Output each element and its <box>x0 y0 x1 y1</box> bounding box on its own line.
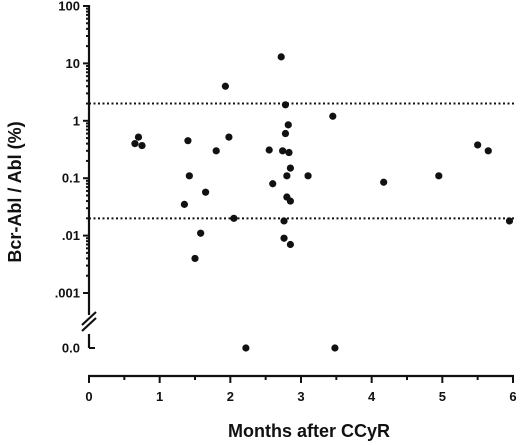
x-tick-label: 0 <box>85 389 92 404</box>
data-point <box>474 141 482 149</box>
x-tick-label: 1 <box>156 389 163 404</box>
data-point <box>265 146 273 154</box>
data-point <box>283 172 291 180</box>
axis-break-mark <box>81 311 97 326</box>
y-tick-label: 100 <box>58 0 80 14</box>
data-point <box>134 133 143 141</box>
x-axis-title: Months after CCyR <box>228 421 390 441</box>
data-point <box>304 172 312 180</box>
axis-break-mark <box>81 317 97 332</box>
data-point <box>505 217 514 225</box>
y-tick-label: .01 <box>62 228 80 243</box>
data-point <box>230 214 238 222</box>
data-point <box>221 82 229 90</box>
data-point <box>284 121 292 129</box>
data-point <box>281 101 290 109</box>
data-point <box>184 137 192 145</box>
data-point <box>286 197 294 205</box>
data-point-zero <box>331 344 339 352</box>
data-point <box>380 178 388 186</box>
x-tick-label: 5 <box>439 389 446 404</box>
y-tick-label: 10 <box>66 56 80 71</box>
data-point <box>131 140 139 148</box>
data-point <box>197 229 205 237</box>
data-point <box>286 164 294 172</box>
y-axis-title: Bcr-Abl / Abl (%) <box>5 121 25 262</box>
y-tick-label: 1 <box>73 113 80 128</box>
data-point <box>191 254 199 263</box>
data-point <box>202 188 210 196</box>
data-point <box>329 112 337 120</box>
data-point <box>280 234 288 242</box>
data-point <box>138 141 146 150</box>
reference-lines <box>89 102 516 220</box>
data-point <box>269 180 277 188</box>
x-tick-label: 3 <box>297 389 304 404</box>
y-axis: 100 10 1 0.1 .01 .001 0.0 <box>55 0 97 356</box>
data-point-zero <box>242 344 250 352</box>
data-points <box>131 53 514 352</box>
data-point <box>212 147 220 155</box>
data-point <box>435 172 443 180</box>
data-point <box>185 172 193 180</box>
x-tick-label: 6 <box>509 389 516 404</box>
data-point <box>285 148 293 157</box>
data-point <box>279 147 287 155</box>
x-axis: 0 1 2 3 4 5 6 <box>85 374 517 404</box>
y-tick-label: .001 <box>55 286 80 301</box>
data-point <box>484 147 492 155</box>
data-point <box>286 240 294 249</box>
data-point <box>277 53 285 61</box>
data-point <box>225 133 233 141</box>
x-tick-label: 2 <box>227 389 234 404</box>
data-point <box>180 200 188 208</box>
x-tick-label: 4 <box>368 389 376 404</box>
y-zero-tick-label: 0.0 <box>62 341 80 356</box>
data-point <box>280 217 288 225</box>
data-point <box>281 129 290 138</box>
y-tick-label: 0.1 <box>62 171 80 186</box>
